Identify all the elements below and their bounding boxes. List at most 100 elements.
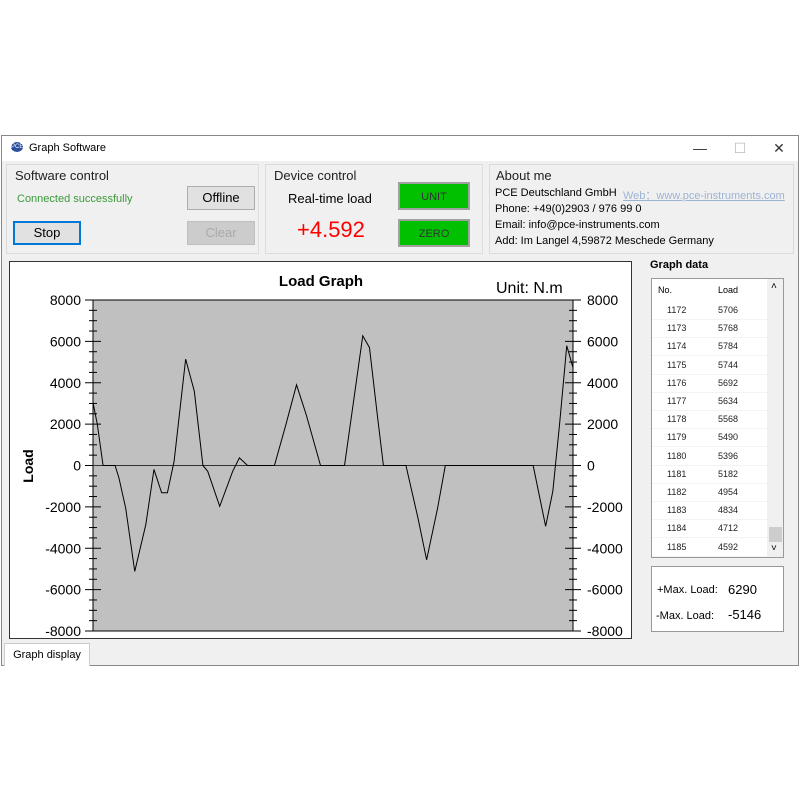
maximize-button[interactable]: ☐ [733,140,747,156]
table-row[interactable]: 1175 5744 [652,356,767,375]
scrollbar-thumb[interactable] [769,527,782,542]
y-tick-label-right: 6000 [587,333,618,349]
row-no: 1184 [667,523,687,534]
table-row[interactable]: 1174 5784 [652,337,767,357]
graph-data-table[interactable]: No. Load 1172 5706 1173 5768 1174 5784 1175 574… [651,278,784,558]
neg-max-value: -5146 [728,607,762,622]
table-row[interactable]: 1184 4712 [652,519,767,539]
row-load: 5396 [718,450,739,461]
row-no: 1182 [667,487,687,497]
offline-button[interactable]: Offline [187,186,255,210]
row-no: 1175 [667,359,687,370]
row-load: 5692 [718,377,739,388]
y-tick-label-left: 6000 [50,333,81,349]
pos-max-label: +Max. Load: [657,584,718,596]
address-text: Add: Im Langel 4,59872 Meschede Germany [495,235,714,247]
y-tick-label-right: 8000 [587,292,618,308]
y-tick-label-left: -4000 [45,540,81,556]
row-no: 1173 [667,323,687,334]
row-no: 1177 [667,396,687,406]
stop-button[interactable]: Stop [13,221,81,245]
row-load: 5706 [718,305,739,315]
realtime-load-value: +4.592 [297,217,365,242]
table-row[interactable]: 1177 5634 [652,392,767,411]
table-row[interactable]: 1183 4834 [652,501,767,521]
table-row[interactable]: 1180 5396 [652,447,767,466]
table-row[interactable]: 1179 5490 [652,428,767,448]
y-tick-label-right: 2000 [587,416,618,432]
row-load: 5182 [718,468,739,479]
y-tick-label-right: 4000 [587,375,618,391]
table-row[interactable]: 1178 5568 [652,410,767,430]
table-row[interactable]: 1185 4592 [652,538,767,557]
unit-label: Unit: N.m [496,280,563,297]
y-tick-label-left: 4000 [50,375,81,391]
row-no: 1176 [667,377,687,388]
email-text: Email: info@pce-instruments.com [495,219,660,231]
table-row[interactable]: 1173 5768 [652,319,767,339]
clear-button[interactable]: Clear [187,221,255,245]
y-tick-label-left: 2000 [50,416,81,432]
table-row[interactable]: 1182 4954 [652,483,767,502]
row-no: 1174 [667,341,687,352]
row-no: 1185 [667,541,687,552]
row-load: 4712 [718,523,739,534]
row-load: 5568 [718,414,739,425]
unit-button[interactable]: UNIT [398,182,470,210]
row-no: 1183 [667,505,687,516]
y-tick-label-right: -2000 [587,499,623,515]
row-no: 1178 [667,414,687,425]
max-load-box: +Max. Load: 6290 -Max. Load: -5146 [651,566,784,632]
scroll-up-icon[interactable]: ˄ [771,281,777,292]
y-tick-label-right: 0 [587,458,595,474]
y-axis-label: Load [20,449,36,482]
y-tick-label-left: 8000 [50,292,81,308]
row-load: 4592 [718,541,739,552]
zero-button[interactable]: ZERO [398,219,470,247]
y-tick-label-left: -6000 [45,582,81,598]
company-name: PCE Deutschland GmbH [495,187,617,199]
row-load: 5634 [718,396,739,406]
row-load: 5490 [718,432,739,443]
y-tick-label-right: -6000 [587,582,623,598]
column-header-load[interactable]: Load [718,285,739,295]
row-load: 4954 [718,487,739,497]
y-tick-label-left: -8000 [45,623,81,638]
scroll-down-icon[interactable]: ˅ [771,543,777,554]
scrollbar[interactable]: ˄ ˅ [767,279,783,557]
software-control-group: Software control Connected successfully … [6,164,259,254]
load-graph-panel: Load Graph Unit: N.m Load 8000 8000 6000 60… [9,261,632,639]
window-title: Graph Software [29,142,107,154]
title-bar: PCE Graph Software — ☐ ✕ [2,136,798,161]
about-group: About me PCE Deutschland GmbH Web：www.pc… [489,164,794,254]
group-title: About me [496,168,552,183]
app-logo-icon: PCE [11,142,24,152]
tab-graph-display[interactable]: Graph display [4,643,90,666]
phone-text: Phone: +49(0)2903 / 976 99 0 [495,203,642,215]
table-row[interactable]: 1172 5706 [652,301,767,320]
y-tick-label-right: -4000 [587,540,623,556]
chart-title: Load Graph [279,273,363,290]
y-tick-label-left: -2000 [45,499,81,515]
row-no: 1172 [667,305,687,315]
table-row[interactable]: 1181 5182 [652,465,767,484]
pos-max-value: 6290 [728,582,757,597]
connection-status: Connected successfully [17,193,133,205]
y-tick-label-left: 0 [73,458,81,474]
table-row[interactable]: 1176 5692 [652,374,767,393]
column-header-no[interactable]: No. [658,285,673,295]
row-load: 5768 [718,323,739,334]
minimize-button[interactable]: — [693,140,707,156]
row-no: 1180 [667,450,687,461]
close-button[interactable]: ✕ [773,140,785,156]
device-control-group: Device control Real-time load +4.592 UNI… [265,164,483,254]
group-title: Software control [15,168,109,183]
row-load: 5744 [718,359,739,370]
row-load: 5784 [718,341,739,352]
y-tick-label-right: -8000 [587,623,623,638]
website-link[interactable]: Web：www.pce-instruments.com [623,190,785,202]
load-graph: Load Graph Unit: N.m Load 8000 8000 6000 60… [20,273,623,639]
load-series-line [92,334,574,572]
realtime-load-label: Real-time load [288,191,372,206]
row-no: 1179 [667,432,687,443]
